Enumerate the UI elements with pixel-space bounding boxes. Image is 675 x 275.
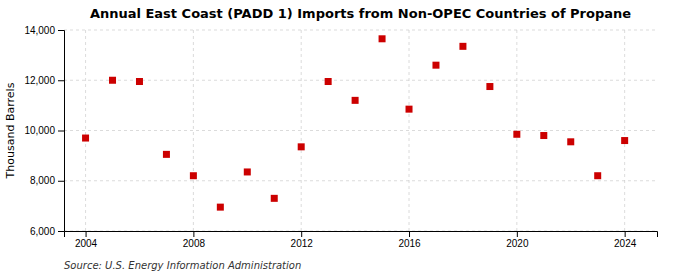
y-tick: 10,000 [24, 125, 64, 136]
x-tick-mark [517, 231, 518, 237]
grid-line [193, 30, 194, 231]
y-tick-mark [58, 231, 64, 232]
x-tick-mark [86, 231, 87, 237]
y-tick-mark [58, 131, 64, 132]
x-tick-mark [301, 231, 302, 237]
chart: 2004 2008 2012 2016 2020 2024 6,000 8,000 10,000… [0, 0, 675, 275]
y-axis: 6,000 8,000 10,000 12,000 14,000 [24, 25, 64, 237]
point [540, 132, 547, 139]
x-axis: 2004 2008 2012 2016 2020 2024 [65, 231, 658, 249]
grid-line [64, 80, 657, 81]
x-tick-label: 2020 [506, 238, 529, 249]
x-tick-label: 2024 [614, 238, 637, 249]
grid-line [85, 30, 86, 231]
grid [64, 30, 657, 231]
point [513, 131, 520, 138]
x-tick: 2020 [506, 231, 529, 249]
y-tick: 12,000 [24, 75, 64, 86]
point [325, 78, 332, 85]
y-axis-line [58, 31, 65, 232]
point [621, 137, 628, 144]
point [459, 43, 466, 50]
x-tick: 2024 [614, 231, 637, 249]
point [594, 172, 601, 179]
source: Source: U.S. Energy Information Administ… [64, 260, 301, 271]
x-tick: 2016 [398, 231, 421, 249]
y-tick: 8,000 [30, 175, 64, 186]
title: Annual East Coast (PADD 1) Imports from … [90, 6, 631, 21]
point [379, 35, 386, 42]
y-tick-mark [58, 181, 64, 182]
point [298, 143, 305, 150]
point [567, 138, 574, 145]
y-tick-mark [58, 80, 64, 81]
y-tick-label: 10,000 [24, 125, 55, 136]
grid-line [64, 180, 657, 181]
x-tick-mark [193, 231, 194, 237]
point [82, 135, 89, 142]
x-tick-label: 2012 [291, 238, 314, 249]
point [271, 195, 278, 202]
x-tick-mark [625, 231, 626, 237]
point [244, 168, 251, 175]
x-tick: 2008 [183, 231, 206, 249]
y-tick: 6,000 [30, 226, 64, 237]
y-tick-label: 6,000 [30, 226, 55, 237]
point [217, 204, 224, 211]
point [136, 78, 143, 85]
point [109, 77, 116, 84]
grid-line [516, 30, 517, 231]
x-tick-mark [409, 231, 410, 237]
grid-line [624, 30, 625, 231]
y-tick: 14,000 [24, 25, 64, 36]
y-tick-label: 14,000 [24, 25, 55, 36]
grid-line [64, 130, 657, 131]
point [190, 172, 197, 179]
x-axis-line [65, 232, 658, 238]
point [163, 151, 170, 158]
points [82, 35, 628, 210]
point [432, 62, 439, 69]
x-tick: 2004 [75, 231, 98, 249]
plot-area: 2004 2008 2012 2016 2020 2024 6,000 8,000 10,000… [24, 25, 657, 249]
point [486, 83, 493, 90]
grid-line [301, 30, 302, 231]
y-axis-title: Thousand Barrels [4, 82, 17, 179]
grid-line [409, 30, 410, 231]
y-tick-mark [58, 30, 64, 31]
x-tick-label: 2008 [183, 238, 206, 249]
x-tick-label: 2016 [398, 238, 421, 249]
point [406, 106, 413, 113]
y-tick-label: 8,000 [30, 175, 55, 186]
x-tick: 2012 [291, 231, 314, 249]
grid-line [64, 30, 657, 31]
point [352, 97, 359, 104]
x-tick-label: 2004 [75, 238, 98, 249]
y-tick-label: 12,000 [24, 75, 55, 86]
